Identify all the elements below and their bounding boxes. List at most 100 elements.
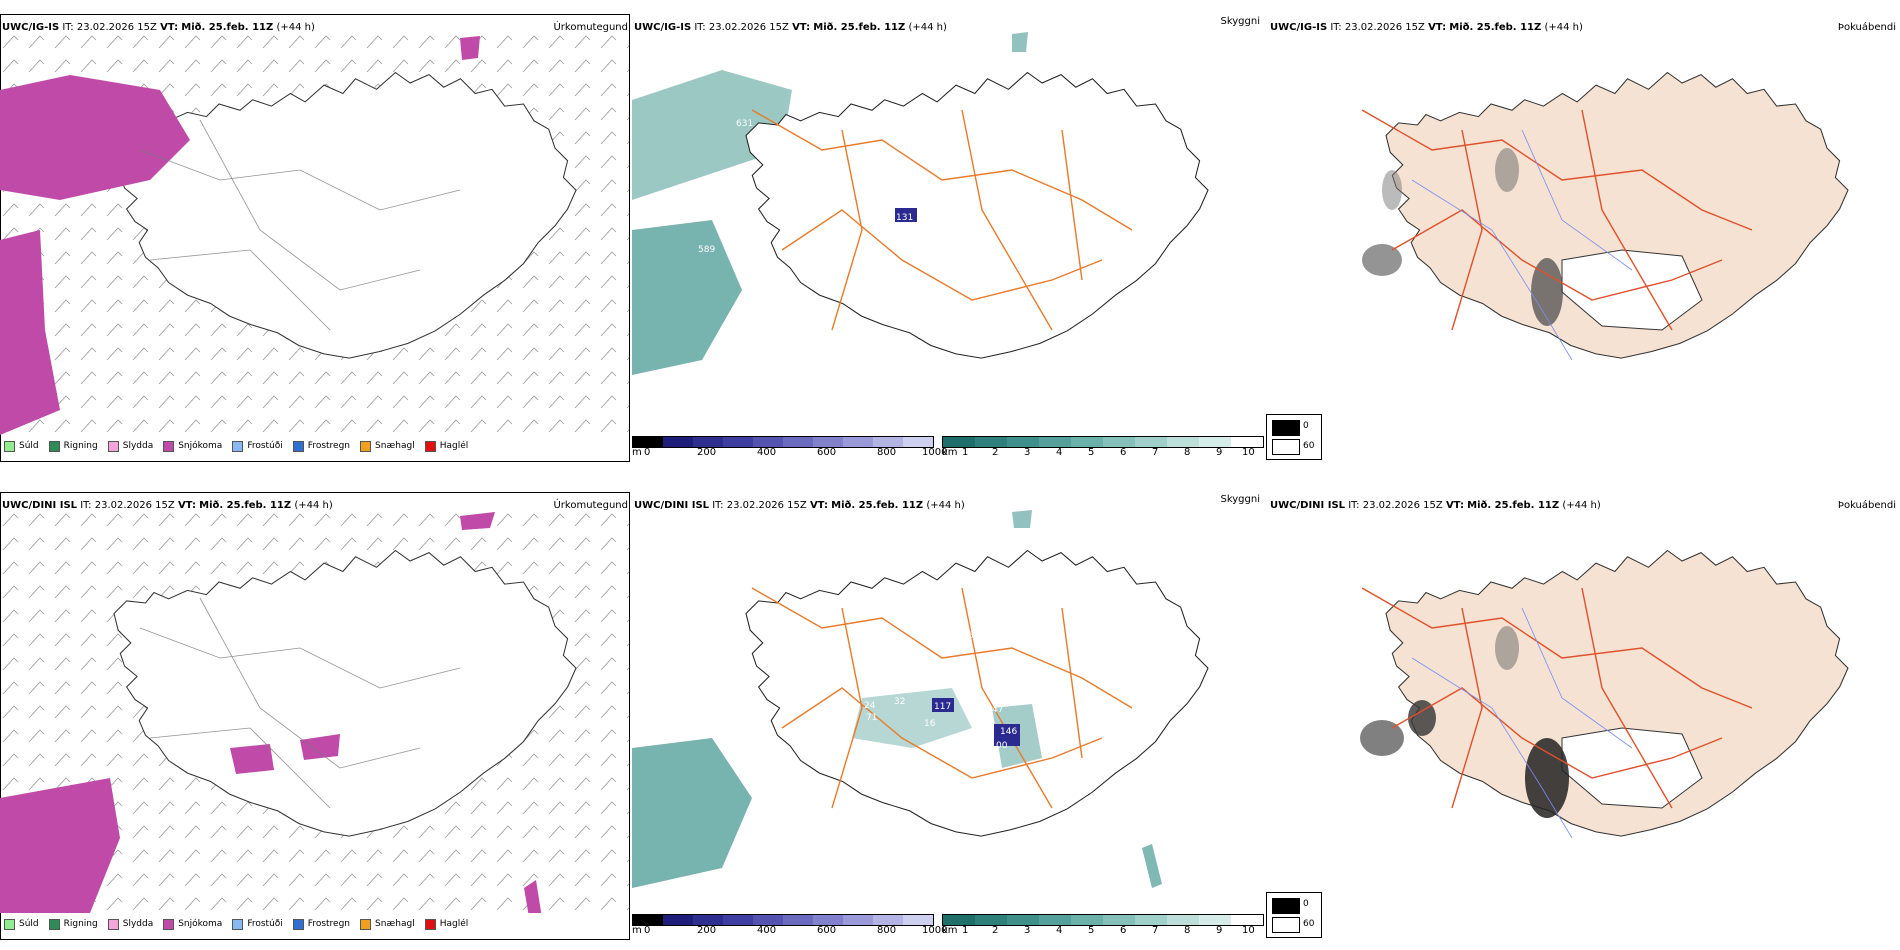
low-visibility-area	[1142, 844, 1162, 888]
lead-time: (+44 h)	[908, 22, 947, 33]
colorbar-step	[1071, 915, 1103, 925]
ceiling-marker: 13	[932, 385, 943, 395]
model-name: UWC/DINI ISL	[1270, 500, 1346, 511]
issue-time: 23.02.2026 15Z	[1362, 500, 1443, 511]
panel-header: UWC/IG-IS IT: 23.02.2026 15Z VT: Mið. 25…	[634, 22, 947, 33]
issue-time: 23.02.2026 15Z	[726, 500, 807, 511]
colorbar-step	[663, 915, 693, 925]
legend-swatch	[163, 440, 175, 452]
legend-item: Frostregn	[292, 440, 350, 452]
snow-area	[300, 734, 340, 760]
fog-area	[1495, 148, 1519, 192]
lead-time: (+44 h)	[926, 500, 965, 511]
valid-time: Mið. 25.feb. 11Z	[1449, 22, 1542, 33]
ceiling-marker: 146	[1000, 727, 1017, 737]
colorbar-step	[1135, 915, 1167, 925]
colorbar-step	[1103, 437, 1135, 447]
legend-item: Frostregn	[292, 918, 350, 930]
snow-area	[230, 744, 274, 774]
panel-header: UWC/DINI ISL IT: 23.02.2026 15Z VT: Mið.…	[634, 500, 965, 511]
visibility-colorbar	[942, 436, 1264, 448]
precip-type-panel: UWC/IG-IS IT: 23.02.2026 15Z VT: Mið. 25…	[0, 0, 632, 470]
valid-time: Mið. 25.feb. 11Z	[181, 22, 274, 33]
legend-swatch	[360, 440, 372, 452]
colorbar-step	[1135, 437, 1167, 447]
colorbar-step	[723, 915, 753, 925]
lead-time: (+44 h)	[294, 500, 333, 511]
low-visibility-area	[1012, 32, 1028, 52]
legend-swatch	[4, 918, 15, 930]
fog-area	[1495, 626, 1519, 670]
low-visibility-area	[632, 738, 752, 888]
panel-title: Úrkomutegund	[553, 500, 628, 511]
precip-legend: Súld Rigning Slydda Snjókoma Frostúði Fr…	[4, 437, 468, 455]
visibility-colorbar	[942, 914, 1264, 926]
legend-item: Rigning	[48, 918, 98, 930]
colorbar-step	[1007, 437, 1039, 447]
visibility-panel: UWC/IG-IS IT: 23.02.2026 15Z VT: Mið. 25…	[632, 0, 1262, 470]
colorbar-step	[1167, 915, 1199, 925]
panel-title: Skyggni	[1220, 16, 1260, 27]
fog-map[interactable]	[1262, 508, 1900, 913]
colorbar-step	[693, 915, 723, 925]
legend-swatch	[107, 440, 119, 452]
lead-time: (+44 h)	[1544, 22, 1583, 33]
fog-area	[1525, 738, 1569, 818]
legend-item: Snjókoma	[163, 440, 222, 452]
colorbar-step	[753, 915, 783, 925]
colorbar-step	[1039, 437, 1071, 447]
colorbar-step	[1199, 437, 1231, 447]
colorbar-step	[663, 437, 693, 447]
row-ig-is: UWC/IG-IS IT: 23.02.2026 15Z VT: Mið. 25…	[0, 0, 1900, 470]
colorbar-step	[633, 437, 663, 447]
rivers	[1411, 129, 1633, 361]
snow-area	[524, 880, 542, 913]
valid-time: Mið. 25.feb. 11Z	[199, 500, 292, 511]
legend-swatch	[1272, 898, 1300, 914]
colorbar-step	[975, 915, 1007, 925]
visibility-map[interactable]: 631 589 228 204 131 13	[632, 30, 1262, 435]
ceiling-marker: 228	[957, 183, 974, 193]
snow-area	[460, 36, 480, 60]
ceiling-area	[932, 698, 954, 712]
legend-swatch	[48, 918, 60, 930]
legend-swatch	[424, 440, 436, 452]
fog-area	[1531, 258, 1563, 326]
legend-item: Haglél	[424, 440, 468, 452]
valid-time: Mið. 25.feb. 11Z	[813, 22, 906, 33]
precip-map[interactable]	[0, 30, 630, 435]
ceiling-marker: 71	[866, 713, 877, 723]
legend-swatch	[360, 918, 372, 930]
issue-time: 23.02.2026 15Z	[76, 22, 157, 33]
legend-item: Haglél	[424, 918, 468, 930]
legend-item: Snæhagl	[360, 918, 415, 930]
legend-swatch	[232, 440, 244, 452]
colorbar-step	[843, 437, 873, 447]
colorbar-step	[813, 915, 843, 925]
colorbar-step	[813, 437, 843, 447]
panel-title: Skyggni	[1220, 494, 1260, 505]
snow-area	[460, 512, 495, 530]
ceiling-marker: 47	[992, 705, 1003, 715]
legend-swatch	[163, 918, 175, 930]
precip-map[interactable]	[0, 508, 630, 913]
snow-area	[0, 778, 120, 913]
colorbar-step	[1199, 915, 1231, 925]
legend-swatch	[1272, 917, 1300, 933]
ceiling-colorbar	[632, 436, 934, 448]
colorbar-step	[1039, 915, 1071, 925]
low-visibility-area	[632, 220, 742, 375]
ceiling-marker: 179	[944, 587, 961, 597]
fog-panel: UWC/DINI ISL IT: 23.02.2026 15Z VT: Mið.…	[1262, 478, 1900, 948]
ceiling-marker: 24	[864, 701, 876, 711]
colorbar-step	[693, 437, 723, 447]
colorbar-step	[1007, 915, 1039, 925]
visibility-map[interactable]: 179 16 24 32 71 117 16 47 146 00	[632, 508, 1262, 913]
visibility-panel: UWC/DINI ISL IT: 23.02.2026 15Z VT: Mið.…	[632, 478, 1262, 948]
colorbar-step	[903, 915, 933, 925]
issue-time: 23.02.2026 15Z	[94, 500, 175, 511]
panel-title: Þokuábendi	[1837, 22, 1896, 33]
ceiling-area	[994, 724, 1020, 746]
road-network	[751, 109, 1133, 331]
fog-map[interactable]	[1262, 30, 1900, 435]
